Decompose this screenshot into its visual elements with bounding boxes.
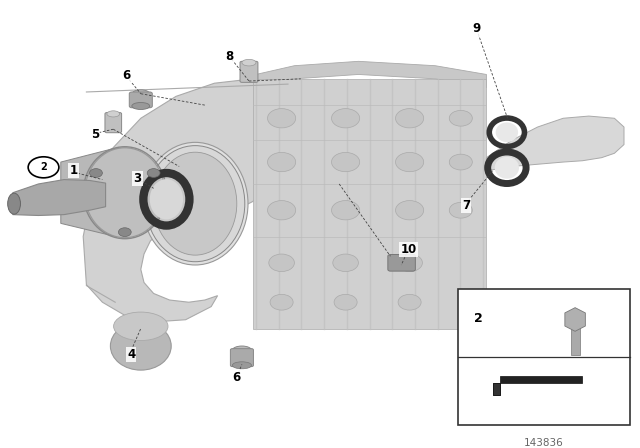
Circle shape [449, 154, 472, 170]
Text: 143836: 143836 [524, 438, 564, 448]
Text: 9: 9 [473, 22, 481, 35]
Circle shape [396, 201, 424, 220]
Ellipse shape [142, 142, 248, 265]
Ellipse shape [88, 149, 162, 237]
Polygon shape [61, 149, 138, 237]
Text: 6: 6 [123, 69, 131, 82]
Circle shape [332, 201, 360, 220]
Ellipse shape [232, 362, 252, 369]
Circle shape [268, 201, 296, 220]
Circle shape [333, 254, 358, 271]
FancyBboxPatch shape [129, 92, 152, 108]
FancyBboxPatch shape [240, 61, 258, 82]
Circle shape [396, 152, 424, 172]
Circle shape [90, 168, 102, 177]
Circle shape [396, 108, 424, 128]
Circle shape [449, 202, 472, 218]
FancyBboxPatch shape [571, 326, 580, 354]
Text: 7: 7 [462, 199, 470, 212]
Circle shape [397, 254, 422, 271]
Ellipse shape [8, 193, 20, 214]
Ellipse shape [107, 111, 120, 117]
Ellipse shape [114, 312, 168, 340]
Ellipse shape [242, 59, 256, 66]
Text: 1: 1 [70, 164, 77, 177]
Ellipse shape [132, 90, 150, 99]
Polygon shape [13, 180, 106, 215]
Circle shape [398, 294, 421, 310]
Circle shape [147, 168, 160, 177]
Text: 3: 3 [134, 172, 141, 185]
Circle shape [268, 152, 296, 172]
Text: 6: 6 [233, 371, 241, 384]
Text: 2: 2 [474, 312, 483, 325]
Circle shape [118, 228, 131, 237]
Polygon shape [253, 79, 486, 328]
Ellipse shape [85, 148, 165, 237]
FancyBboxPatch shape [105, 112, 122, 133]
Polygon shape [493, 383, 500, 395]
Circle shape [449, 110, 472, 126]
Circle shape [270, 294, 293, 310]
Ellipse shape [495, 157, 519, 179]
Polygon shape [493, 376, 582, 395]
Circle shape [332, 108, 360, 128]
Text: 8: 8 [225, 51, 233, 64]
Ellipse shape [154, 152, 237, 255]
Text: 5: 5 [91, 129, 99, 142]
Circle shape [334, 294, 357, 310]
Circle shape [332, 152, 360, 172]
Polygon shape [256, 61, 486, 88]
Ellipse shape [146, 146, 244, 262]
Ellipse shape [496, 122, 518, 142]
Ellipse shape [232, 346, 252, 355]
Text: 4: 4 [127, 348, 135, 361]
Polygon shape [565, 308, 586, 332]
Text: 2: 2 [40, 162, 47, 172]
FancyBboxPatch shape [458, 289, 630, 425]
Circle shape [269, 254, 294, 271]
Circle shape [28, 157, 59, 178]
FancyBboxPatch shape [388, 254, 415, 271]
Ellipse shape [132, 103, 150, 109]
Text: 10: 10 [400, 243, 417, 256]
Ellipse shape [150, 179, 183, 220]
Polygon shape [83, 79, 294, 322]
Ellipse shape [111, 322, 172, 370]
Circle shape [268, 108, 296, 128]
Polygon shape [486, 116, 624, 171]
FancyBboxPatch shape [230, 349, 253, 366]
